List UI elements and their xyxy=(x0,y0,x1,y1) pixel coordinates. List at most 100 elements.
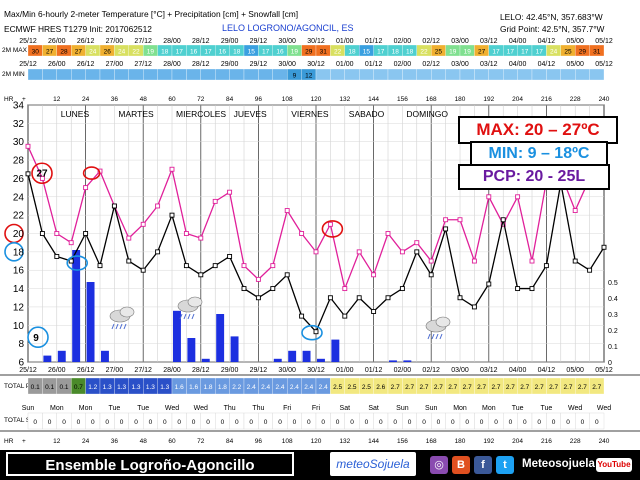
hour-mark: 24 xyxy=(82,96,90,103)
hour-mark: 144 xyxy=(368,96,379,103)
snow-total-value: 0 xyxy=(509,419,513,426)
tmax-value: 18 xyxy=(406,49,414,56)
snow-total-value: 0 xyxy=(77,419,81,426)
temp-tick-label: 28 xyxy=(13,156,25,167)
weekday-label: Tue xyxy=(512,405,524,412)
strip-date-label: 03/00 xyxy=(451,61,469,68)
hour-mark: 120 xyxy=(311,96,322,103)
strip-date-label: 26/00 xyxy=(48,61,66,68)
tmax-value: 26 xyxy=(104,49,112,56)
blogger-icon[interactable]: B xyxy=(452,456,470,474)
tmin-cell xyxy=(171,68,187,81)
top-date-label: 01/12 xyxy=(365,38,383,45)
strip-date-label: 29/00 xyxy=(221,61,239,68)
tmax-value: 22 xyxy=(334,49,342,56)
bottom-date-label: 30/00 xyxy=(278,367,296,374)
weekday-label: Mon xyxy=(50,405,64,412)
precip-total-value: 2.5 xyxy=(347,384,356,391)
tmax-value: 17 xyxy=(492,49,500,56)
hour-mark: 168 xyxy=(426,96,437,103)
tmax-value: 19 xyxy=(291,49,299,56)
tmin-cell xyxy=(272,68,288,81)
tmin-cell xyxy=(215,68,230,81)
precip-total-value: 2.7 xyxy=(592,384,601,391)
tmin-point xyxy=(299,313,305,319)
tmax-value: 31 xyxy=(320,49,328,56)
tmin-cell xyxy=(157,68,173,81)
precip-total-value: 2.7 xyxy=(448,384,457,391)
hour-mark: 240 xyxy=(599,438,610,445)
bottom-date-label: 27/00 xyxy=(106,367,124,374)
tmax-value: 15 xyxy=(363,49,371,56)
tmax-value: 19 xyxy=(147,49,155,56)
snow-total-value: 0 xyxy=(149,419,153,426)
tmin-cell xyxy=(373,68,389,81)
snow-total-value: 0 xyxy=(278,419,282,426)
hour-mark: 96 xyxy=(255,96,263,103)
weekday-label: Sat xyxy=(368,405,379,412)
precip-bar xyxy=(86,282,95,362)
hour-mark: 132 xyxy=(339,96,350,103)
youtube-icon[interactable]: YouTube xyxy=(596,458,632,472)
hour-mark: 228 xyxy=(570,438,581,445)
tmax-value: 24 xyxy=(550,49,558,56)
weekday-label: Sat xyxy=(340,405,351,412)
hour-mark: 216 xyxy=(541,96,552,103)
twitter-icon[interactable]: t xyxy=(496,456,514,474)
temp-tick-label: 18 xyxy=(13,247,25,258)
tmin-point xyxy=(183,263,189,269)
strip-date-label: 30/00 xyxy=(278,61,296,68)
top-date-label: 25/12 xyxy=(19,38,37,45)
snow-total-value: 0 xyxy=(235,419,239,426)
tmin-point xyxy=(212,263,218,269)
tmin-point xyxy=(255,295,261,301)
model-info: ECMWF HRES T1279 Init: 2017062512 xyxy=(4,24,152,34)
tmin-point xyxy=(399,286,405,292)
chart-title: Max/Min 6-hourly 2-meter Temperature [°C… xyxy=(4,9,299,19)
circle-27 xyxy=(31,162,53,185)
top-date-label: 03/00 xyxy=(451,38,469,45)
strip-date-label: 04/12 xyxy=(538,61,556,68)
tmin-point xyxy=(414,249,420,255)
tmin-cell xyxy=(416,68,432,81)
tmax-point xyxy=(241,263,247,269)
temp-tick-label: 8 xyxy=(18,339,24,350)
hour-mark: 24 xyxy=(82,438,90,445)
tmax-point xyxy=(140,221,146,227)
instagram-icon[interactable]: ◎ xyxy=(430,456,448,474)
snow-total-value: 0 xyxy=(552,419,556,426)
strip-date-label: 28/12 xyxy=(192,61,210,68)
hour-mark: 84 xyxy=(226,96,234,103)
rain-drop xyxy=(111,323,115,330)
strip-date-label: 01/00 xyxy=(336,61,354,68)
hour-mark: 120 xyxy=(311,438,322,445)
tmax-value: 16 xyxy=(190,49,198,56)
tmax-point xyxy=(572,208,578,214)
bottom-date-label: 04/12 xyxy=(538,367,556,374)
top-date-label: 27/12 xyxy=(134,38,152,45)
bottom-date-label: 28/12 xyxy=(192,367,210,374)
cloud-shape xyxy=(187,296,203,308)
tmin-cell xyxy=(330,68,345,81)
hour-mark: 72 xyxy=(197,438,205,445)
precip-total-value: 2.7 xyxy=(520,384,529,391)
hour-mark: 192 xyxy=(483,438,494,445)
rain-drop xyxy=(431,333,435,340)
tmax-value: 16 xyxy=(219,49,227,56)
tmax-point xyxy=(515,194,521,200)
top-date-label: 04/00 xyxy=(509,38,527,45)
rain-drop xyxy=(435,333,439,340)
temp-tick-label: 14 xyxy=(13,284,25,295)
snow-total-value: 0 xyxy=(33,419,37,426)
precip-total-value: 2.4 xyxy=(275,384,284,391)
tmin-cell xyxy=(315,68,331,81)
tmin-point xyxy=(342,313,348,319)
facebook-icon[interactable]: f xyxy=(474,456,492,474)
snow-total-value: 0 xyxy=(350,419,354,426)
hour-mark: 180 xyxy=(455,438,466,445)
tmin-cell xyxy=(85,68,101,81)
precip-total-value: 1.3 xyxy=(117,384,126,391)
tmax-value: 29 xyxy=(305,49,313,56)
tmax-value: 16 xyxy=(276,49,284,56)
snow-total-value: 0 xyxy=(379,419,383,426)
